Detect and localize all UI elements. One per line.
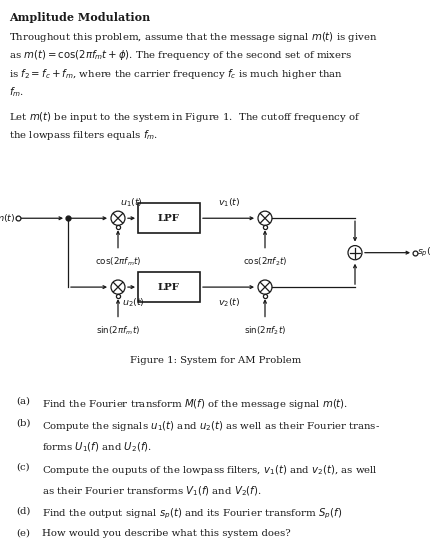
Text: $m(t)$: $m(t)$ [0,212,16,224]
Text: LPF: LPF [158,283,179,291]
Text: Let $m(t)$ be input to the system in Figure 1.  The cutoff frequency of: Let $m(t)$ be input to the system in Fig… [9,110,361,123]
Text: $s_p(t)$: $s_p(t)$ [416,246,430,259]
Text: Compute the signals $u_1(t)$ and $u_2(t)$ as well as their Fourier trans-: Compute the signals $u_1(t)$ and $u_2(t)… [42,419,379,433]
Circle shape [111,280,125,294]
Text: $u_1(t)$: $u_1(t)$ [120,197,143,209]
Text: as $m(t) = \cos(2\pi f_m t + \phi)$. The frequency of the second set of mixers: as $m(t) = \cos(2\pi f_m t + \phi)$. The… [9,48,352,62]
Text: is $f_2 = f_c + f_m$, where the carrier frequency $f_c$ is much higher than: is $f_2 = f_c + f_m$, where the carrier … [9,67,343,80]
Circle shape [258,280,271,294]
Text: $v_1(t)$: $v_1(t)$ [217,197,240,209]
Text: $\cos(2\pi f_m t)$: $\cos(2\pi f_m t)$ [95,256,141,268]
Text: forms $U_1(f)$ and $U_2(f)$.: forms $U_1(f)$ and $U_2(f)$. [42,441,152,455]
Text: $\sin(2\pi f_m t)$: $\sin(2\pi f_m t)$ [95,325,140,337]
Text: $\sin(2\pi f_2 t)$: $\sin(2\pi f_2 t)$ [243,325,286,337]
Text: the lowpass filters equals $f_m$.: the lowpass filters equals $f_m$. [9,128,158,142]
Text: (e): (e) [16,529,30,538]
Text: as their Fourier transforms $V_1(f)$ and $V_2(f)$.: as their Fourier transforms $V_1(f)$ and… [42,485,261,499]
Text: $\cos(2\pi f_2 t)$: $\cos(2\pi f_2 t)$ [242,256,286,268]
Text: LPF: LPF [158,214,179,223]
Text: (c): (c) [16,463,30,472]
Circle shape [111,211,125,225]
Text: (a): (a) [16,397,30,406]
Text: Throughout this problem, assume that the message signal $m(t)$ is given: Throughout this problem, assume that the… [9,30,377,44]
Text: (b): (b) [16,419,31,428]
Text: Find the Fourier transform $M(f)$ of the message signal $m(t)$.: Find the Fourier transform $M(f)$ of the… [42,397,347,410]
Text: $v_2(t)$: $v_2(t)$ [217,296,240,309]
Text: Find the output signal $s_p(t)$ and its Fourier transform $S_p(f)$: Find the output signal $s_p(t)$ and its … [42,507,341,521]
Text: $u_2(t)$: $u_2(t)$ [122,296,144,309]
Text: Figure 1: System for AM Problem: Figure 1: System for AM Problem [129,356,301,365]
Circle shape [347,246,361,260]
Bar [138,203,200,234]
Circle shape [258,211,271,225]
Text: (d): (d) [16,507,31,516]
Text: $f_m$.: $f_m$. [9,85,25,99]
Text: Compute the ouputs of the lowpass filters, $v_1(t)$ and $v_2(t)$, as well: Compute the ouputs of the lowpass filter… [42,463,377,477]
Text: How would you describe what this system does?: How would you describe what this system … [42,529,290,538]
Text: Amplitude Modulation: Amplitude Modulation [9,12,150,23]
Bar [138,272,200,302]
